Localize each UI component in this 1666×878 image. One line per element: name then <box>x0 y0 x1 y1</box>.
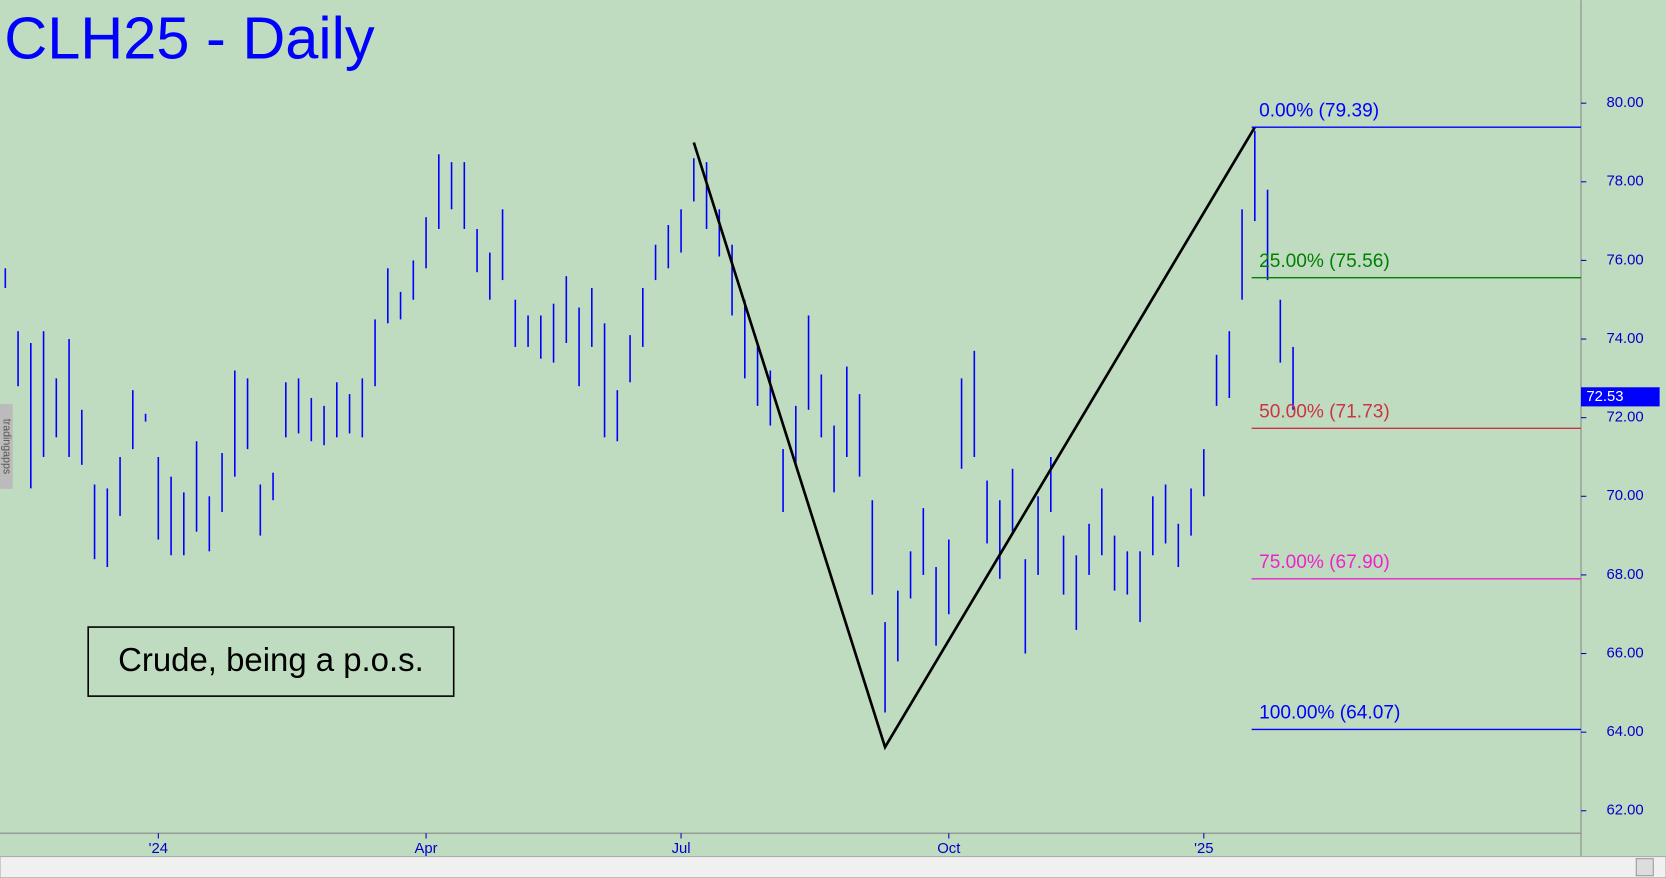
y-tick-label: 68.00 <box>1607 567 1644 583</box>
y-tick-label: 74.00 <box>1607 331 1644 347</box>
fib-label: 0.00% (79.39) <box>1259 100 1379 121</box>
trendline <box>692 126 1256 751</box>
x-tick-label: '24 <box>149 841 168 857</box>
y-tick-label: 80.00 <box>1607 95 1644 111</box>
annotation-box <box>87 626 455 697</box>
chart-title: CLH25 - Daily <box>4 4 375 71</box>
annotation: Crude, being a p.o.s. <box>118 641 424 678</box>
y-tick-label: 62.00 <box>1607 803 1644 819</box>
watermark-bg <box>0 403 13 489</box>
scrollbar[interactable] <box>0 856 1666 878</box>
x-tick-label: '25 <box>1194 841 1213 857</box>
fib-label: 25.00% (75.56) <box>1259 251 1390 272</box>
x-tick-label: Apr <box>415 841 438 857</box>
y-tick-label: 78.00 <box>1607 174 1644 190</box>
y-tick-label: 64.00 <box>1607 724 1644 740</box>
x-tick-label: Jul <box>672 841 691 857</box>
last-price-box <box>1581 387 1660 407</box>
fib-label: 100.00% (64.07) <box>1259 703 1400 724</box>
fib-label: 50.00% (71.73) <box>1259 401 1390 422</box>
last-price-label: 72.53 <box>1586 389 1623 405</box>
x-tick-label: Oct <box>937 841 961 857</box>
y-tick-label: 70.00 <box>1607 488 1644 504</box>
y-tick-label: 76.00 <box>1607 252 1644 268</box>
y-tick-label: 72.00 <box>1607 410 1644 426</box>
fib-label: 75.00% (67.90) <box>1259 552 1390 573</box>
y-tick-label: 66.00 <box>1607 645 1644 661</box>
scroll-button[interactable] <box>1635 858 1654 877</box>
watermark: tradingapps <box>1 419 13 474</box>
